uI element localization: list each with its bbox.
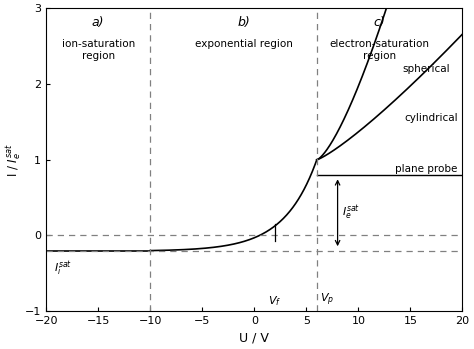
Text: c): c) — [374, 16, 385, 29]
X-axis label: U / V: U / V — [239, 332, 269, 344]
Text: $I_i^{sat}$: $I_i^{sat}$ — [55, 260, 73, 278]
Y-axis label: I / $I_e^{sat}$: I / $I_e^{sat}$ — [4, 143, 24, 177]
Text: electron-saturation
region: electron-saturation region — [329, 39, 429, 61]
Text: a): a) — [92, 16, 104, 29]
Text: spherical: spherical — [402, 64, 450, 74]
Text: exponential region: exponential region — [195, 39, 293, 49]
Text: ion-saturation
region: ion-saturation region — [62, 39, 135, 61]
Text: plane probe: plane probe — [395, 164, 457, 174]
Text: $V_p$: $V_p$ — [320, 292, 334, 308]
Text: $V_f$: $V_f$ — [268, 294, 282, 308]
Text: b): b) — [237, 16, 250, 29]
Text: $I_e^{sat}$: $I_e^{sat}$ — [342, 203, 360, 222]
Text: cylindrical: cylindrical — [404, 113, 458, 123]
